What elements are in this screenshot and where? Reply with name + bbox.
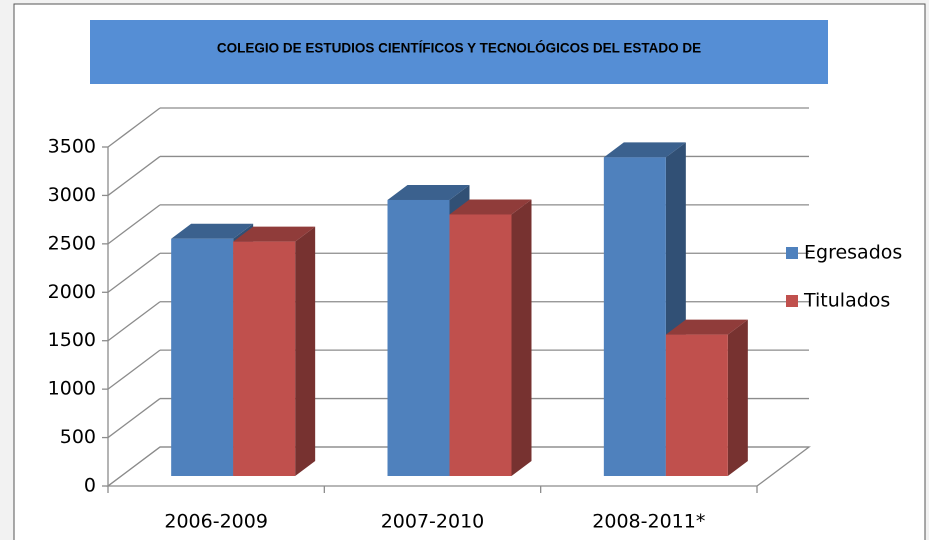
y-tick-label: 2500 [48, 232, 96, 254]
bar-top [233, 226, 316, 242]
y-tick-label: 0 [84, 475, 96, 497]
bar-top [387, 184, 470, 200]
grid-line-diagonal [107, 252, 161, 293]
bar-side [295, 226, 316, 476]
grid-line-diagonal [107, 349, 161, 390]
title-box [90, 20, 828, 84]
bar [603, 157, 666, 476]
y-tick-label: 2000 [48, 281, 96, 303]
bar [233, 241, 296, 476]
y-tick-label: 3500 [48, 136, 96, 158]
bar-side [511, 199, 532, 476]
bar [665, 334, 728, 476]
grid-line-diagonal [107, 155, 161, 196]
y-tick-label: 3000 [48, 184, 96, 206]
legend-swatch [786, 247, 798, 259]
bar-top [603, 142, 686, 158]
grid-line-diagonal [107, 446, 161, 487]
bar [171, 238, 234, 476]
bar-top [449, 199, 532, 215]
grid-line-diagonal [107, 107, 161, 148]
legend-swatch [786, 295, 798, 307]
bar [449, 214, 512, 476]
bar-top [665, 319, 748, 335]
legend-label: Egresados [804, 242, 902, 264]
x-tick-label: 2008-2011* [592, 511, 705, 533]
y-tick-label: 500 [60, 426, 96, 448]
chart-title: COLEGIO DE ESTUDIOS CIENTÍFICOS Y TECNOL… [217, 41, 701, 56]
x-tick-label: 2006-2009 [164, 511, 268, 533]
bar-top [171, 223, 254, 239]
bar-side [727, 319, 748, 476]
y-tick-label: 1500 [48, 329, 96, 351]
bar [387, 199, 450, 476]
grid-line-diagonal [107, 398, 161, 439]
y-tick-label: 1000 [48, 378, 96, 400]
legend-label: Titulados [803, 290, 890, 312]
grid-line-diagonal [107, 204, 161, 245]
x-tick-label: 2007-2010 [381, 511, 485, 533]
grid-line-diagonal [107, 301, 161, 342]
